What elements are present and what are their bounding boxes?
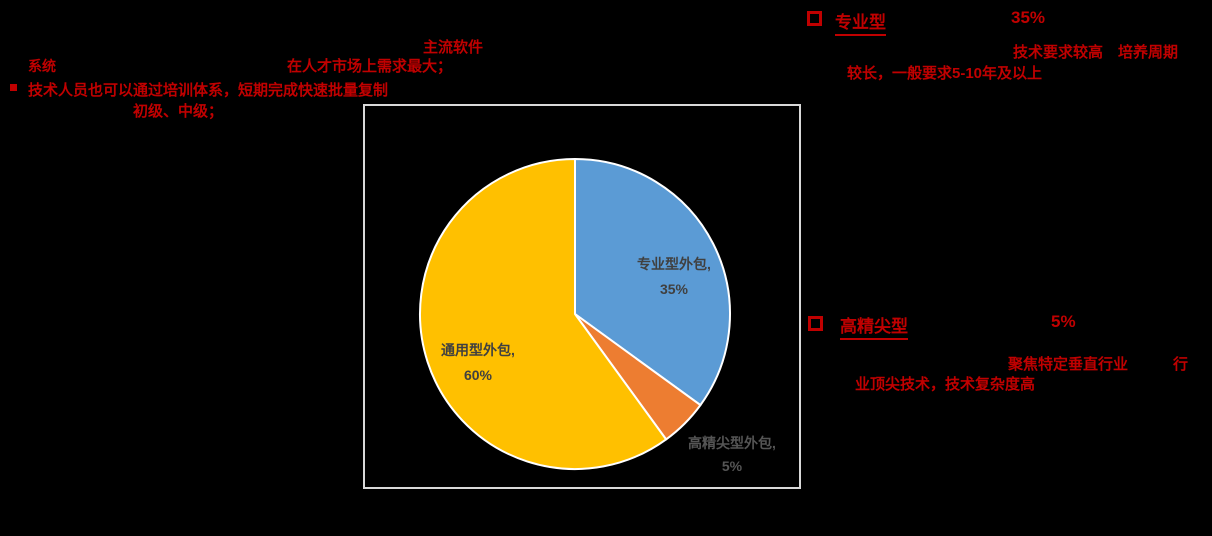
data-label-text: 高精尖型外包,: [688, 435, 776, 451]
data-label-value: 35%: [659, 281, 689, 297]
square-bullet-icon: [10, 84, 17, 91]
heading-professional-type: 专业型: [835, 8, 886, 36]
pie-slices: [419, 158, 731, 470]
data-label-highend: 高精尖型外包, 5%: [652, 432, 812, 478]
heading-professional-value: 35%: [1011, 8, 1046, 27]
annotation-mainstream-software: 主流软件: [423, 39, 484, 56]
data-label-text: 专业型外包,: [637, 256, 711, 272]
highend-desc-line1b: 行: [1173, 356, 1189, 373]
annotation-market-demand: 在人才市场上需求最大；: [287, 58, 453, 75]
heading-highend-type: 高精尖型: [840, 312, 908, 340]
data-label-general: 通用型外包, 60%: [398, 338, 558, 388]
annotation-junior-mid: 初级、中级；: [133, 103, 224, 120]
heading-highend-value: 5%: [1051, 312, 1076, 331]
data-label-value: 5%: [721, 458, 743, 474]
pie-slice-通用型外包: [419, 158, 668, 470]
hollow-square-bullet-icon: [807, 11, 822, 26]
professional-desc-line2: 较长，一般要求5-10年及以上: [847, 65, 1043, 82]
pie-slice-专业型外包: [574, 158, 731, 407]
pie-chart: [419, 158, 731, 470]
highend-desc-line1: 聚焦特定垂直行业: [1008, 356, 1129, 373]
pie-chart-plot-area: 专业型外包, 35% 通用型外包, 60% 高精尖型外包, 5%: [363, 104, 801, 489]
annotation-system: 系统: [28, 58, 56, 74]
highend-desc-line2: 业顶尖技术，技术复杂度高: [855, 376, 1036, 393]
data-label-professional: 专业型外包, 35%: [594, 252, 754, 302]
professional-desc-line1: 技术要求较高 培养周期: [1013, 44, 1179, 61]
annotation-training-system: 技术人员也可以通过培训体系，短期完成快速批量复制: [28, 82, 389, 99]
data-label-value: 60%: [463, 367, 493, 383]
data-label-text: 通用型外包,: [441, 342, 515, 358]
hollow-square-bullet-icon: [808, 316, 823, 331]
